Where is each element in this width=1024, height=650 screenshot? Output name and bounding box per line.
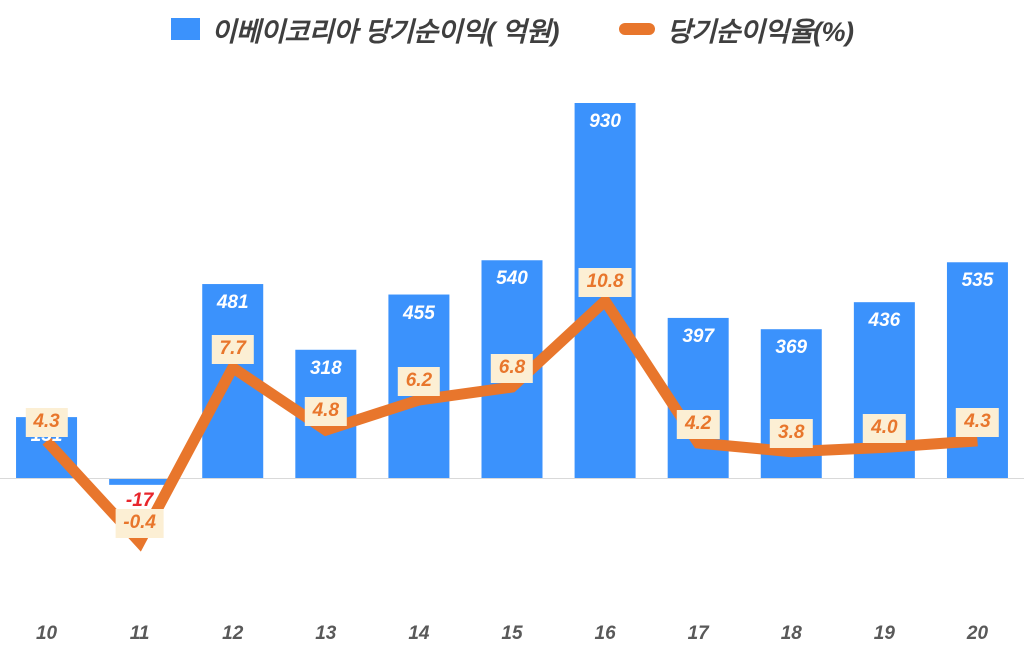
bar-swatch-icon [170,18,200,40]
line-swatch-icon [618,23,655,35]
legend-item-net-profit[interactable]: 이베이코리아 당기순이익( 억원) [170,10,560,49]
bar-value-label-15: 540 [496,268,528,290]
bar-value-label-18: 369 [775,337,808,359]
bar-value-label-14: 455 [403,302,435,324]
line-value-label-14: 6.2 [397,367,441,396]
x-tick-17: 17 [687,623,709,644]
bar-11[interactable] [109,478,171,485]
x-tick-11: 11 [129,623,150,644]
x-tick-20: 20 [966,623,989,644]
bar-value-label-11: -17 [125,489,154,511]
bar-value-label-16: 930 [589,111,621,132]
line-value-label-18: 3.8 [770,418,813,448]
line-value-label-19: 4.0 [863,414,906,444]
line-value-label-13: 4.8 [304,397,348,427]
legend-label-net-profit: 이베이코리아 당기순이익( 억원) [211,16,560,47]
x-tick-18: 18 [780,623,802,644]
line-value-label-11: -0.4 [115,509,164,539]
bar-value-label-19: 436 [868,310,901,332]
line-value-label-16: 10.8 [578,267,632,297]
x-tick-12: 12 [222,623,244,644]
bar-17[interactable] [667,317,729,478]
chart-legend: 이베이코리아 당기순이익( 억원) 당기순이익율(%) [0,0,1024,58]
x-tick-13: 13 [315,623,337,644]
bar-value-label-20: 535 [961,270,994,292]
bar-series [16,103,1008,485]
bar-value-label-12: 481 [216,292,249,314]
line-value-label-17: 4.2 [676,410,720,440]
line-value-label-10: 4.3 [25,407,68,437]
line-value-label-15: 6.8 [490,354,534,384]
x-tick-14: 14 [408,623,430,644]
bar-value-label-17: 397 [682,325,715,347]
legend-item-net-margin[interactable]: 당기순이익율(%) [618,10,854,49]
line-value-label-20: 4.3 [956,407,999,437]
bar-value-label-13: 318 [309,357,342,379]
plot-area: 151-174813184555409303973694365354.3-0.4… [0,58,1024,603]
line-series [42,292,978,552]
x-axis: 10 11 12 13 14 15 16 17 18 19 20 [0,603,1024,650]
line-value-label-12: 7.7 [211,334,254,364]
x-tick-10: 10 [35,623,58,644]
legend-label-net-margin: 당기순이익율(%) [666,16,854,47]
x-tick-15: 15 [501,623,523,644]
x-tick-19: 19 [873,623,895,644]
x-tick-16: 16 [594,623,616,644]
